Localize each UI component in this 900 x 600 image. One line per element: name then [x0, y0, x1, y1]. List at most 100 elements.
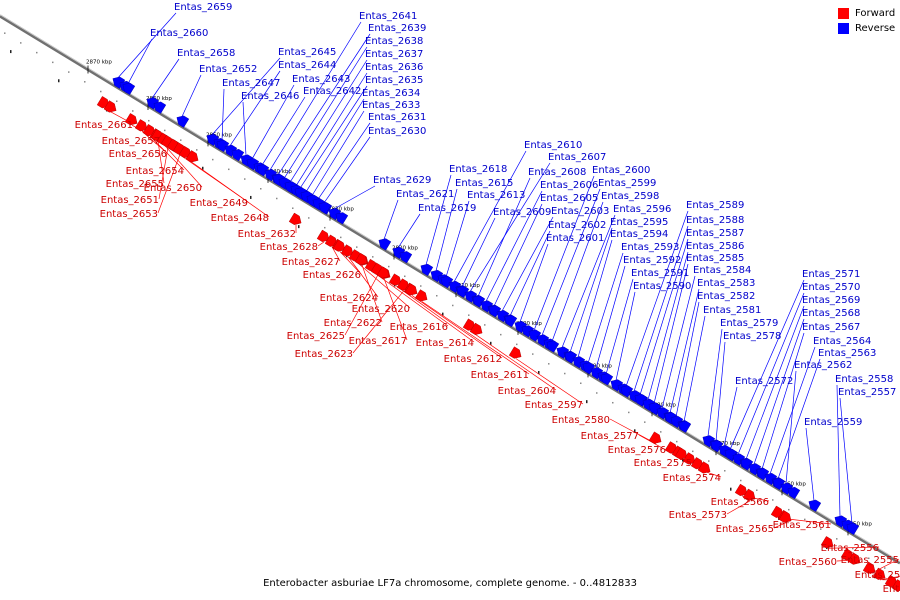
reverse-gene-label: Entas_2660	[150, 28, 208, 39]
reverse-gene-arrow	[572, 356, 586, 369]
reverse-leader-line	[683, 315, 706, 422]
reverse-gene-arrow	[748, 463, 762, 476]
reverse-leader-line	[551, 201, 604, 342]
guide-dash	[586, 400, 588, 404]
reverse-gene-arrow	[846, 522, 860, 535]
reverse-gene-arrow	[231, 149, 245, 162]
reverse-gene-arrow	[504, 314, 518, 328]
forward-leader-line	[344, 274, 379, 336]
guide-dot	[36, 51, 38, 54]
label-leader-lines	[103, 12, 900, 588]
reverse-gene-arrow	[472, 295, 486, 308]
guide-dot	[84, 81, 86, 83]
forward-leader-line	[317, 241, 325, 247]
forward-gene-label: Entas_2552	[855, 570, 900, 581]
reverse-leader-line	[461, 217, 496, 287]
forward-gene-label: Entas_2650	[144, 183, 202, 194]
reverse-gene-label: Entas_2579	[720, 318, 778, 329]
reverse-leader-line	[595, 265, 626, 369]
forward-gene-label: Entas_2566	[711, 497, 769, 508]
forward-gene-label: Entas_2575	[634, 458, 692, 469]
forward-leader-line	[726, 500, 751, 515]
reverse-gene-label: Entas_2610	[524, 140, 582, 151]
reverse-gene-label: Entas_2606	[540, 180, 598, 191]
forward-leader-line	[609, 418, 657, 445]
forward-leader-line	[361, 264, 383, 323]
forward-leader-line	[469, 330, 557, 391]
guide-dot	[196, 149, 198, 151]
reverse-gene-arrow	[464, 290, 478, 303]
guide-dot	[404, 275, 406, 278]
reverse-leader-line	[251, 84, 295, 160]
reverse-gene-label: Entas_2652	[199, 64, 257, 75]
guide-dot	[180, 139, 182, 141]
reverse-leader-line	[729, 279, 805, 450]
forward-gene-arrow	[682, 452, 696, 465]
guide-dot	[884, 567, 886, 569]
reverse-leader-line	[639, 238, 689, 396]
forward-leader-line	[827, 546, 880, 549]
reverse-gene-label: Entas_2562	[794, 360, 852, 371]
reverse-gene-label: Entas_2644	[278, 60, 336, 71]
reverse-gene-arrow	[176, 115, 190, 128]
forward-gene-label: Entas_2653	[100, 209, 158, 220]
reverse-gene-arrow	[834, 515, 848, 528]
reverse-gene-arrow	[256, 164, 270, 177]
forward-gene-arrow	[862, 561, 876, 574]
forward-gene-label: Entas_2651	[101, 195, 159, 206]
reverse-gene-label: Entas_2601	[546, 233, 604, 244]
reverse-leader-line	[647, 251, 689, 400]
forward-leader-line	[339, 251, 362, 275]
reverse-leader-line	[753, 318, 805, 465]
reverse-gene-arrow	[740, 458, 754, 471]
reverse-leader-line	[509, 230, 551, 317]
reverse-leader-line	[633, 225, 689, 392]
reverse-gene-label: Entas_2615	[455, 178, 513, 189]
guide-dot	[52, 61, 54, 64]
forward-leader-line	[515, 358, 584, 405]
reverse-leader-line	[435, 188, 458, 272]
guide-dot	[644, 421, 646, 423]
legend-forward-label: Forward	[855, 8, 896, 19]
reverse-gene-label: Entas_2584	[693, 265, 751, 276]
guide-dot	[708, 460, 710, 462]
reverse-gene-label: Entas_2639	[368, 23, 426, 34]
forward-gene-arrow	[332, 239, 346, 252]
reverse-gene-label: Entas_2637	[365, 49, 423, 60]
guide-dot	[548, 363, 550, 365]
guide-dot	[148, 119, 150, 122]
reverse-gene-label: Entas_2659	[174, 2, 232, 13]
reverse-gene-label: Entas_2568	[802, 308, 860, 319]
forward-gene-label: Entas_2565	[716, 524, 774, 535]
forward-gene-arrow	[508, 346, 522, 359]
reverse-leader-line	[745, 305, 805, 460]
reverse-leader-line	[805, 427, 815, 501]
reverse-gene-label: Entas_2642	[303, 86, 361, 97]
scale-tick-label: 2760 kbp	[780, 481, 806, 487]
reverse-gene-arrow	[564, 351, 578, 364]
reverse-gene-arrow	[780, 482, 794, 495]
reverse-gene-arrow	[246, 158, 260, 171]
reverse-gene-label: Entas_2599	[598, 178, 656, 189]
scale-tick-label: 2790 kbp	[586, 363, 612, 369]
reverse-gene-arrow	[430, 269, 444, 283]
guide-dot	[692, 450, 694, 453]
forward-gene-label: Entas_2597	[525, 400, 583, 411]
reverse-gene-label: Entas_2638	[365, 36, 423, 47]
reverse-gene-label: Entas_2621	[396, 189, 454, 200]
forward-gene-label: Entas_2617	[349, 336, 407, 347]
reverse-gene-arrow	[122, 82, 136, 95]
reverse-gene-label: Entas_2643	[292, 74, 350, 85]
reverse-gene-label: Entas_2646	[241, 91, 299, 102]
reverse-gene-arrow	[399, 251, 413, 264]
guide-dot	[724, 470, 726, 472]
reverse-gene-arrow	[764, 472, 778, 486]
reverse-gene-label: Entas_2602	[548, 220, 606, 231]
reverse-gene-label: Entas_2630	[368, 126, 426, 137]
forward-leader-line	[773, 522, 787, 529]
reverse-gene-label: Entas_2596	[613, 204, 671, 215]
forward-gene-arrow	[103, 100, 117, 113]
reverse-leader-line	[221, 88, 225, 141]
scale-tick-label: 2820 kbp	[392, 245, 418, 251]
